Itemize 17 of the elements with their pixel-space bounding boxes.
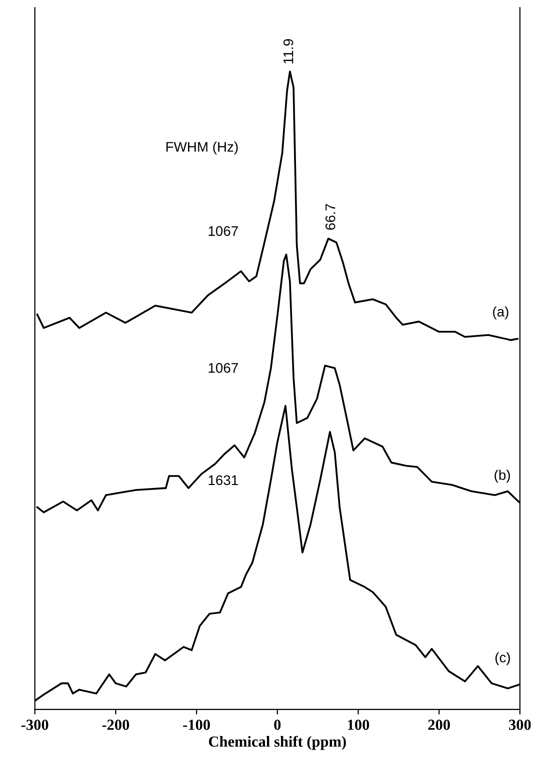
x-tick-label: -100 (183, 720, 210, 730)
series-label: (a) (493, 306, 508, 320)
x-tick-label: -200 (102, 720, 130, 730)
series-label: (b) (494, 470, 510, 483)
x-tick-label: 200 (428, 720, 450, 730)
series-label: (c) (495, 652, 510, 666)
annotation: 66.7 (325, 204, 336, 230)
x-tick-label: 300 (509, 720, 531, 730)
annotation: 11.9 (283, 39, 294, 64)
x-tick-label: 0 (274, 720, 281, 730)
x-tick-label: 100 (348, 720, 370, 730)
annotation: 1067 (208, 226, 238, 236)
annotation: FWHM (Hz) (166, 142, 238, 154)
annotation: 1631 (208, 475, 238, 486)
annotation: 1067 (208, 362, 238, 373)
x-tick-label: -300 (21, 720, 48, 730)
x-axis-title: Chemical shift (ppm) (208, 736, 346, 750)
